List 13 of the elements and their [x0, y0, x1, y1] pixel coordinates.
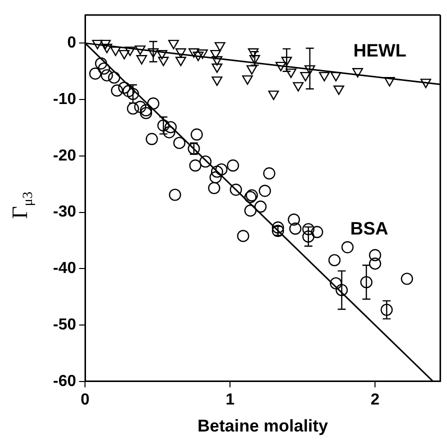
y-tick-label: -40: [53, 260, 76, 278]
y-tick-label: 0: [67, 34, 76, 52]
y-tick-label: -60: [53, 372, 76, 390]
y-tick-label: -50: [53, 316, 76, 334]
series-label: HEWL: [353, 40, 406, 61]
series-label: BSA: [350, 218, 388, 238]
x-tick-label: 1: [226, 391, 235, 408]
y-tick-label: -10: [53, 90, 76, 108]
x-tick-label: 0: [80, 391, 90, 408]
y-tick-label: -30: [53, 204, 76, 221]
y-tick-label: -20: [53, 147, 76, 164]
x-tick-label: 2: [370, 391, 380, 408]
x-axis-title: Betaine molality: [198, 416, 328, 436]
